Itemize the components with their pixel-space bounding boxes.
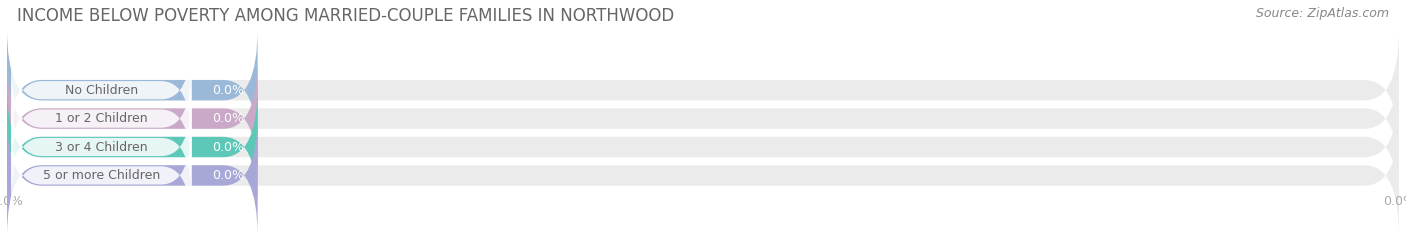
- Text: 0.0%: 0.0%: [212, 112, 243, 125]
- Text: 3 or 4 Children: 3 or 4 Children: [55, 140, 148, 154]
- FancyBboxPatch shape: [7, 115, 1399, 233]
- FancyBboxPatch shape: [7, 115, 257, 233]
- FancyBboxPatch shape: [7, 58, 257, 179]
- FancyBboxPatch shape: [7, 86, 257, 208]
- FancyBboxPatch shape: [11, 65, 191, 172]
- Text: INCOME BELOW POVERTY AMONG MARRIED-COUPLE FAMILIES IN NORTHWOOD: INCOME BELOW POVERTY AMONG MARRIED-COUPL…: [17, 7, 673, 25]
- FancyBboxPatch shape: [11, 94, 191, 200]
- FancyBboxPatch shape: [11, 37, 191, 144]
- Text: 5 or more Children: 5 or more Children: [42, 169, 160, 182]
- Text: Source: ZipAtlas.com: Source: ZipAtlas.com: [1256, 7, 1389, 20]
- Text: 1 or 2 Children: 1 or 2 Children: [55, 112, 148, 125]
- Text: 0.0%: 0.0%: [212, 169, 243, 182]
- Text: 0.0%: 0.0%: [212, 140, 243, 154]
- FancyBboxPatch shape: [7, 86, 1399, 208]
- FancyBboxPatch shape: [11, 122, 191, 229]
- Text: No Children: No Children: [65, 84, 138, 97]
- FancyBboxPatch shape: [7, 58, 1399, 179]
- Text: 0.0%: 0.0%: [212, 84, 243, 97]
- FancyBboxPatch shape: [7, 29, 257, 151]
- FancyBboxPatch shape: [7, 29, 1399, 151]
